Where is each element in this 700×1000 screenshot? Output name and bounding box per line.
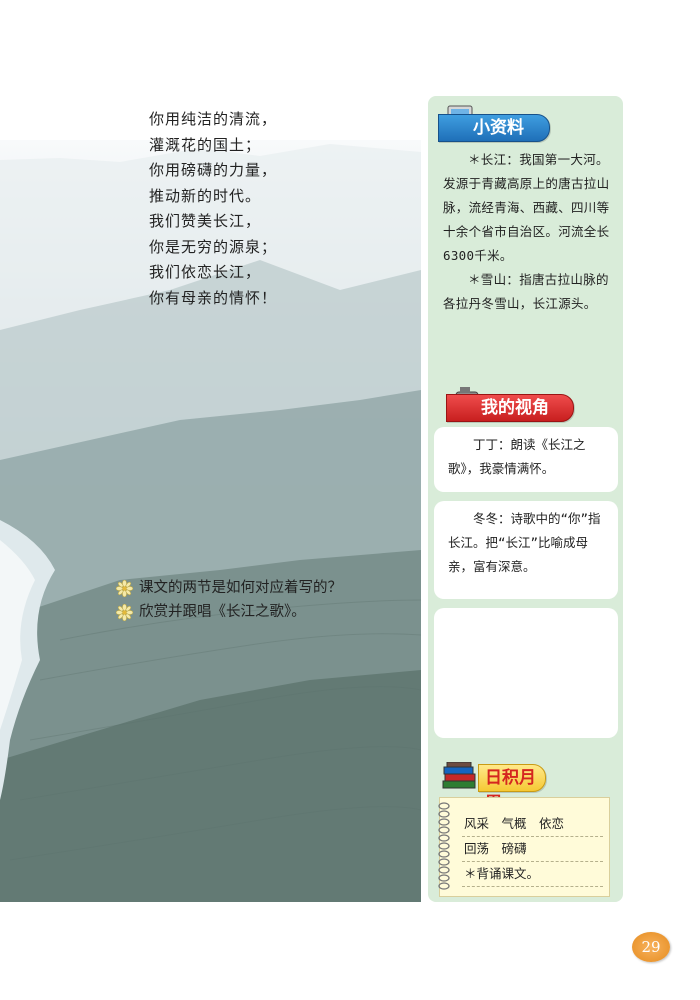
word-line: 回荡 磅礴 — [462, 837, 603, 862]
word-line: 风采 气概 依恋 — [462, 812, 603, 837]
exercise-questions: 课文的两节是如何对应着写的？ 欣赏并跟唱《长江之歌》。 — [116, 576, 342, 624]
comment-bubble: 冬冬：诗歌中的“你”指长江。把“长江”比喻成母亲，富有深意。 — [434, 501, 618, 599]
accumulate-banner: 日积月累 — [478, 764, 546, 814]
info-banner: 小资料 — [438, 114, 550, 142]
question-text: 课文的两节是如何对应着写的？ — [139, 580, 342, 596]
question-text: 欣赏并跟唱《长江之歌》。 — [139, 604, 306, 620]
poem-line: 我们依恋长江， — [149, 263, 262, 281]
page-number: 29 — [632, 932, 670, 962]
poem-line: 你用纯洁的清流， — [149, 110, 278, 128]
word-line: ＊背诵课文。 — [462, 862, 603, 887]
comment-text: 冬冬：诗歌中的“你”指长江。把“长江”比喻成母亲，富有深意。 — [448, 511, 601, 574]
poem-line: 灌溉花的国土； — [149, 135, 262, 154]
poem: 你用纯洁的清流， 灌溉花的国土； 你用磅礴的力量， 推动新的时代。 我们赞美长江… — [149, 107, 277, 311]
comment-text: 丁丁：朗读《长江之歌》，我豪情满怀。 — [448, 437, 586, 476]
books-icon — [442, 762, 476, 789]
poem-line: 你用磅礴的力量， — [149, 161, 278, 179]
perspective-banner: 我的视角 — [446, 394, 574, 422]
info-text: ＊长江：我国第一大河。发源于青藏高原上的唐古拉山脉，流经青海、西藏、四川等十余个… — [443, 148, 615, 316]
flower-bullet-icon — [116, 603, 133, 621]
flower-bullet-icon — [116, 579, 133, 597]
poem-line: 你有母亲的情怀！ — [149, 288, 278, 307]
poem-line: 我们赞美长江， — [149, 212, 262, 230]
info-paragraph: ＊雪山：指唐古拉山脉的各拉丹冬雪山，长江源头。 — [443, 272, 609, 311]
comment-bubble: 丁丁：朗读《长江之歌》，我豪情满怀。 — [434, 427, 618, 492]
question-item: 欣赏并跟唱《长江之歌》。 — [116, 600, 342, 624]
empty-comment-bubble — [434, 608, 618, 738]
yangtze-landscape-photo — [0, 140, 421, 902]
question-item: 课文的两节是如何对应着写的？ — [116, 576, 342, 600]
notebook-card: 风采 气概 依恋 回荡 磅礴 ＊背诵课文。 — [438, 797, 610, 897]
spiral-binding-icon — [438, 802, 450, 890]
poem-line: 你是无穷的源泉； — [149, 237, 278, 256]
info-paragraph: ＊长江：我国第一大河。发源于青藏高原上的唐古拉山脉，流经青海、西藏、四川等十余个… — [443, 152, 610, 263]
poem-line: 推动新的时代。 — [149, 186, 262, 205]
